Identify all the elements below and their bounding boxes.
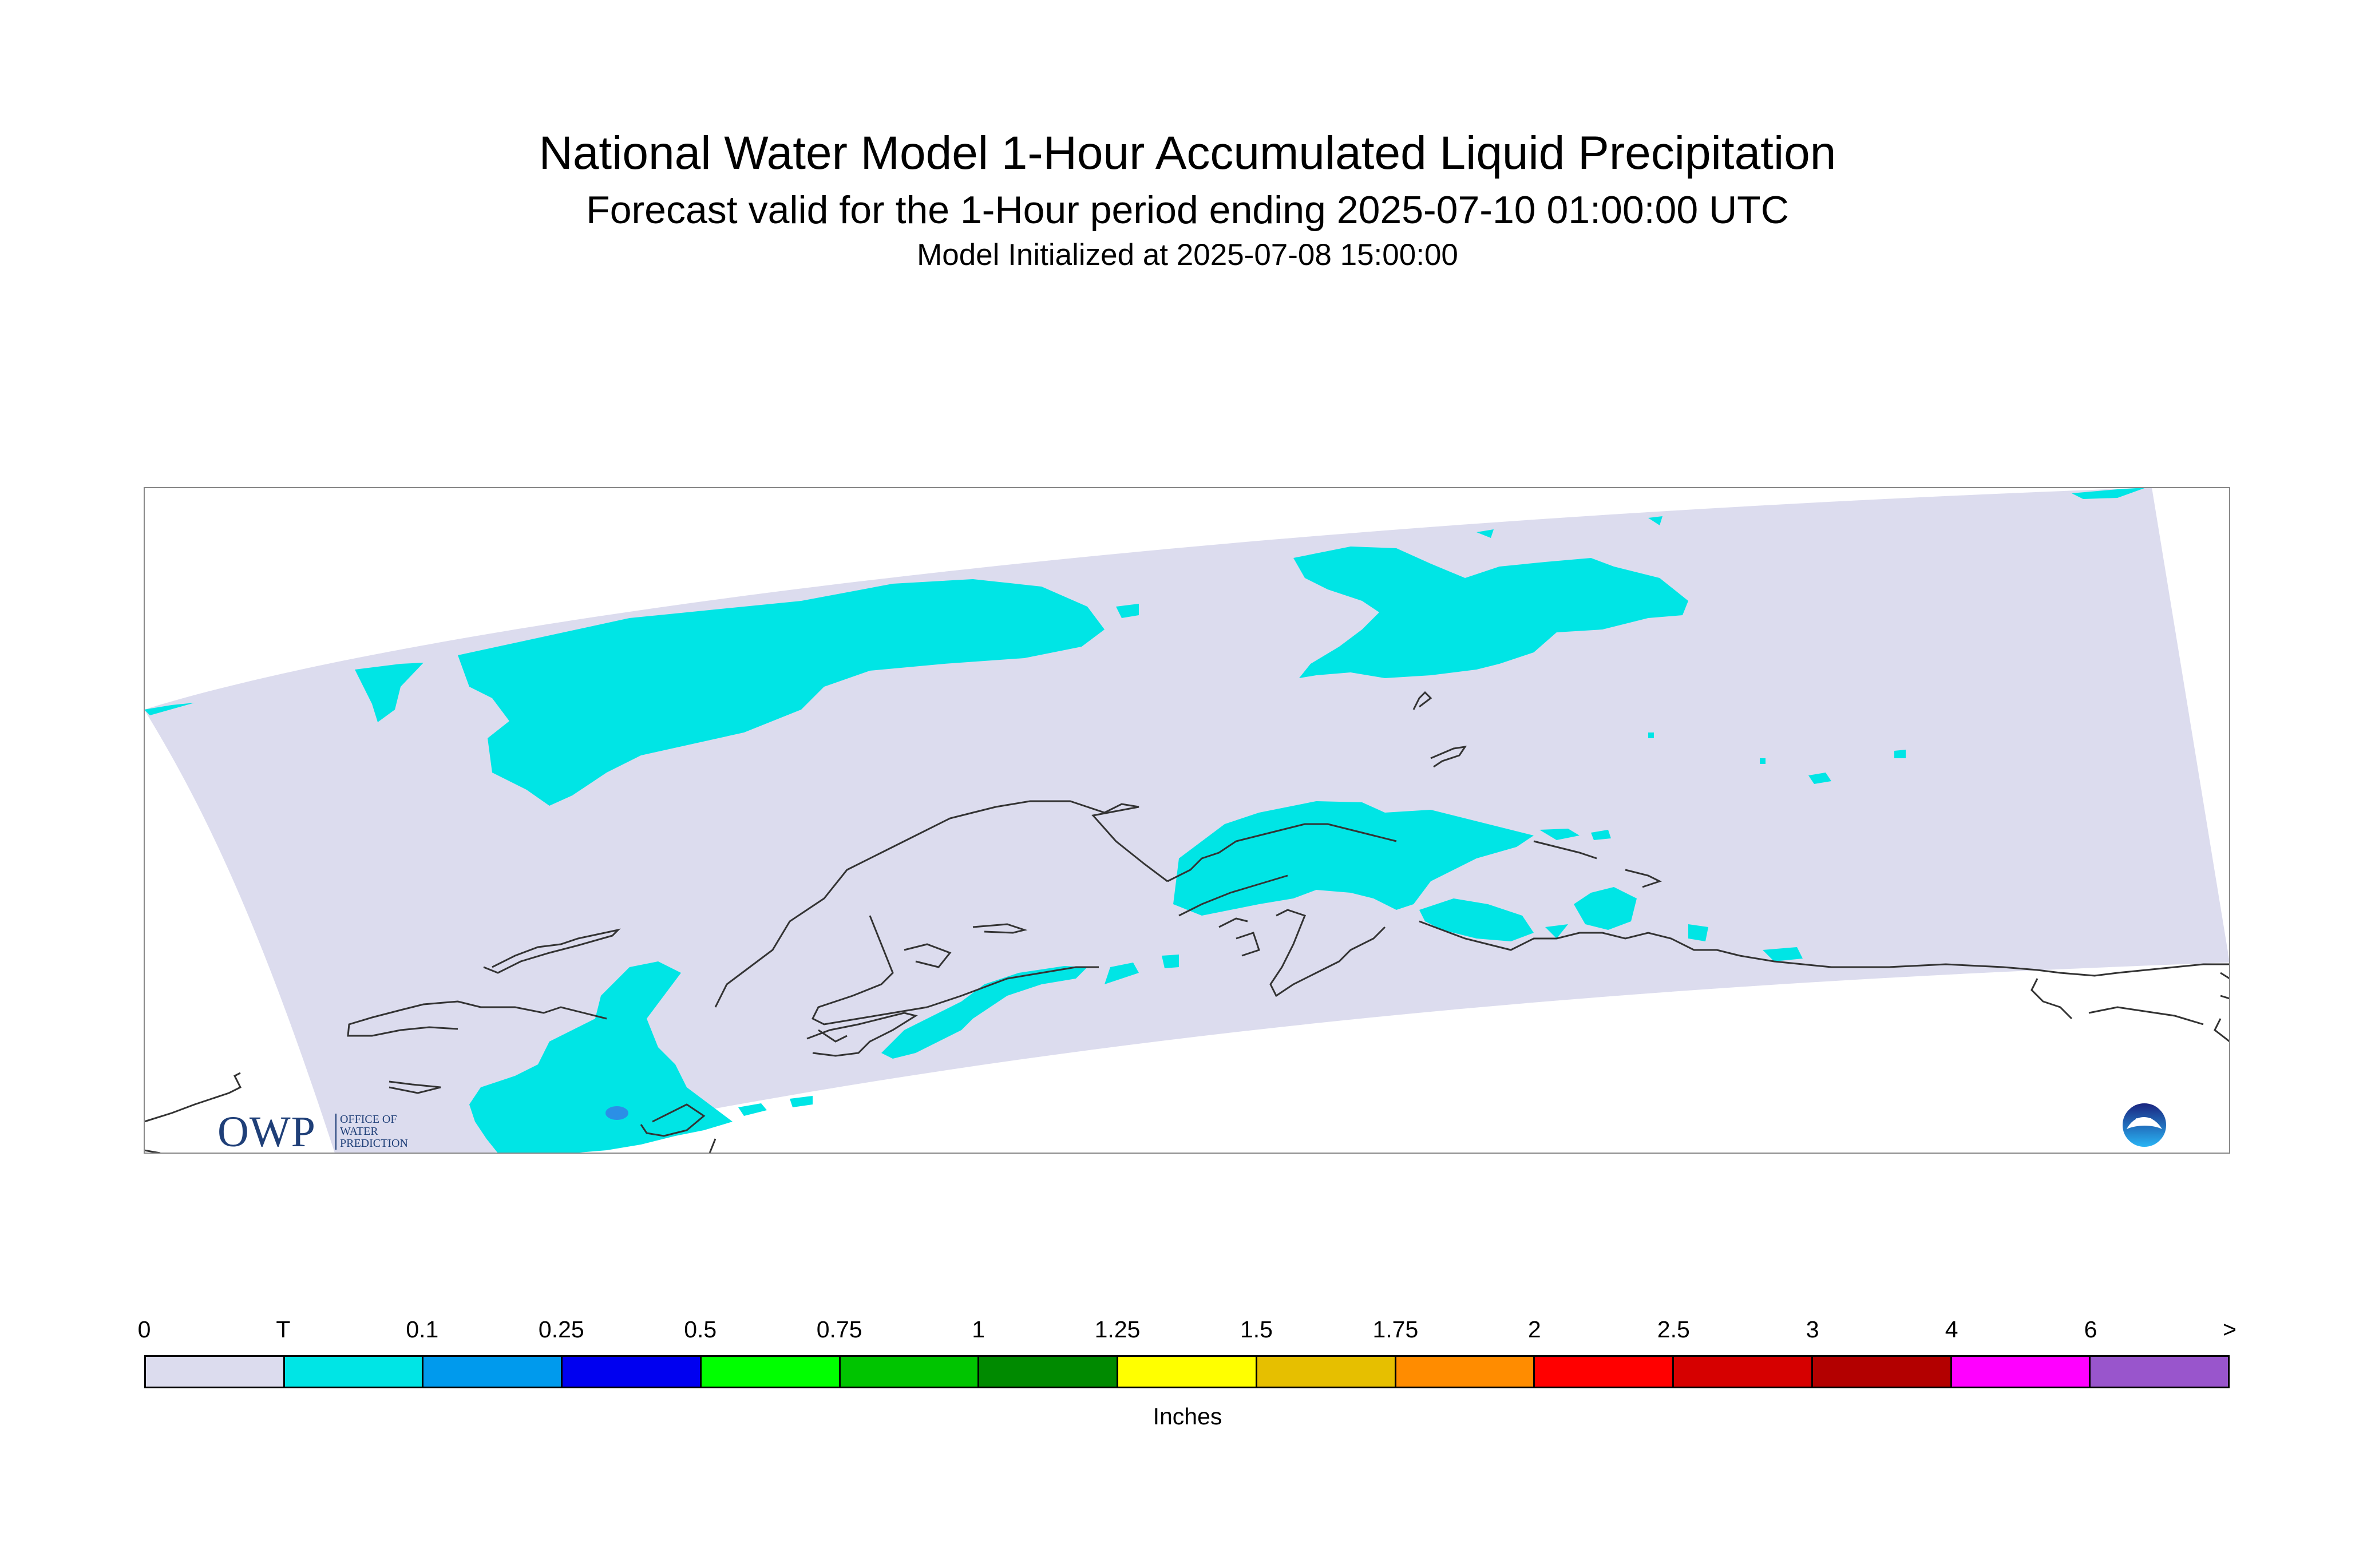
forecast-valid-subtitle: Forecast valid for the 1-Hour period end… bbox=[586, 188, 1789, 232]
legend-tick-label: 0.5 bbox=[684, 1316, 717, 1343]
legend-tick-label: 4 bbox=[1945, 1316, 1958, 1343]
owp-logo-subtext: OFFICE OF WATER PREDICTION bbox=[335, 1114, 426, 1150]
trace-precipitation-areas bbox=[144, 488, 2146, 1153]
model-init-line: Model Initialized at 2025-07-08 15:00:00 bbox=[917, 238, 1458, 272]
legend-tick-label: T bbox=[276, 1316, 291, 1343]
colorbar-swatch bbox=[563, 1357, 702, 1387]
map-frame bbox=[144, 487, 2230, 1154]
colorbar-swatch bbox=[1952, 1357, 2091, 1387]
legend-tick-label: 6 bbox=[2084, 1316, 2097, 1343]
legend-tick-labels: 0 T 0.1 0.25 0.5 0.75 1 1.25 1.5 1.75 2 2.5 3 4 6 > bbox=[0, 1315, 2375, 1349]
owp-logo: OWP OFFICE OF WATER PREDICTION bbox=[217, 1109, 435, 1155]
legend-tick-label: 0 bbox=[137, 1316, 151, 1343]
legend-tick-label: 2 bbox=[1527, 1316, 1541, 1343]
map-title: National Water Model 1-Hour Accumulated … bbox=[539, 127, 1836, 179]
colorbar-swatch bbox=[1535, 1357, 1675, 1387]
legend-tick-label: 0.75 bbox=[816, 1316, 862, 1343]
svg-text:NOAA: NOAA bbox=[2136, 1118, 2152, 1124]
owp-logo-text: OWP bbox=[217, 1108, 316, 1156]
noaa-logo: NOAA bbox=[2121, 1102, 2167, 1148]
colorbar-swatch bbox=[1118, 1357, 1257, 1387]
colorbar-swatch bbox=[1257, 1357, 1396, 1387]
legend-tick-label: 1.5 bbox=[1240, 1316, 1273, 1343]
legend-tick-label: > bbox=[2223, 1316, 2237, 1343]
legend-tick-label: 1.25 bbox=[1094, 1316, 1141, 1343]
precipitation-colorbar bbox=[144, 1355, 2230, 1388]
colorbar-swatch bbox=[979, 1357, 1119, 1387]
heavier-precipitation-spot bbox=[605, 1106, 628, 1120]
colorbar-swatch bbox=[423, 1357, 563, 1387]
colorbar-swatch bbox=[701, 1357, 841, 1387]
colorbar-swatch bbox=[1812, 1357, 1952, 1387]
coastline-outlines bbox=[144, 691, 2230, 1153]
legend-tick-label: 0.1 bbox=[406, 1316, 439, 1343]
colorbar-swatch bbox=[840, 1357, 980, 1387]
model-domain-area bbox=[144, 488, 2230, 1153]
colorbar-swatch bbox=[2091, 1357, 2228, 1387]
legend-tick-label: 1.75 bbox=[1372, 1316, 1419, 1343]
legend-tick-label: 1 bbox=[972, 1316, 985, 1343]
legend-tick-label: 3 bbox=[1806, 1316, 1819, 1343]
legend-units-label: Inches bbox=[1153, 1403, 1222, 1430]
colorbar-swatch bbox=[284, 1357, 424, 1387]
colorbar-swatch bbox=[1396, 1357, 1535, 1387]
colorbar-swatch bbox=[1674, 1357, 1813, 1387]
colorbar-swatch bbox=[146, 1357, 285, 1387]
legend-tick-label: 2.5 bbox=[1657, 1316, 1690, 1343]
legend-tick-label: 0.25 bbox=[538, 1316, 584, 1343]
